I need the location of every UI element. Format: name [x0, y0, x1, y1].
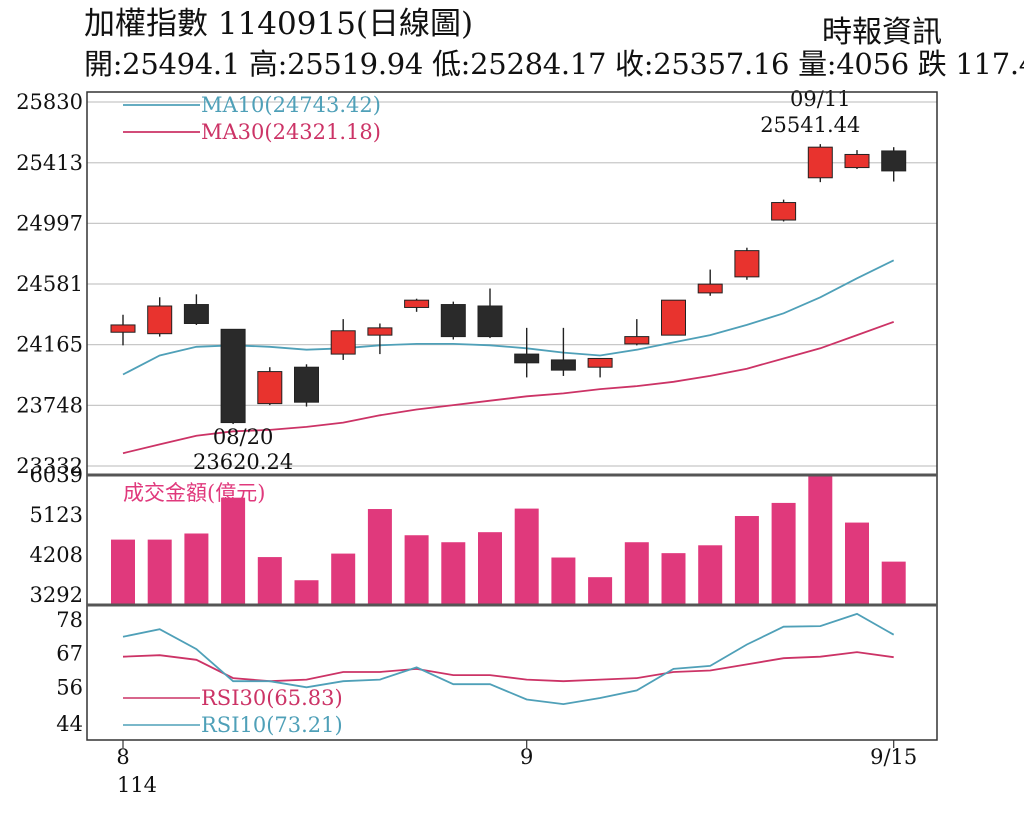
candle-body: [330, 330, 356, 355]
chart-header: 加權指數 1140915(日線圖) 時報資訊 開:25494.1 高:25519…: [0, 0, 1024, 88]
volume-bar: [404, 535, 429, 605]
rsi30-legend-label: RSI30(65.83): [201, 686, 343, 710]
price-tick-label: 24581: [16, 272, 83, 296]
volume-bar: [845, 522, 869, 605]
chart-title: 加權指數 1140915(日線圖): [84, 6, 474, 42]
x-tick-label: 9: [520, 745, 533, 769]
volume-bar: [441, 542, 466, 605]
candle-body: [440, 304, 466, 338]
high-annotation-date: 09/11: [790, 87, 851, 111]
volume-bar: [111, 539, 135, 605]
candle-body: [587, 357, 613, 368]
volume-bar: [808, 475, 833, 605]
candle-body: [807, 146, 833, 179]
candle-body: [881, 150, 907, 172]
low-annotation-date: 08/20: [213, 425, 274, 449]
volume-bar: [514, 508, 539, 605]
rsi-panel: RSI30(65.83) RSI10(73.21): [122, 612, 895, 737]
volume-bar: [624, 542, 649, 605]
candle-body: [220, 328, 246, 424]
candle-body: [697, 283, 723, 294]
ma30-legend-label: MA30(24321.18): [201, 120, 381, 144]
x-tick-label: 8: [116, 745, 129, 769]
low-annotation-value: 23620.24: [193, 450, 293, 474]
price-tick-label: 25413: [16, 151, 83, 175]
candle-body: [771, 202, 797, 221]
candle-body: [147, 305, 173, 335]
candle-body: [294, 366, 319, 403]
price-tick-label: 24165: [16, 333, 83, 357]
candle-body: [844, 153, 870, 169]
source-label: 時報資訊: [822, 15, 942, 50]
volume-bar: [698, 545, 723, 605]
x-year-label: 114: [117, 773, 157, 797]
price-tick-label: 23748: [16, 393, 83, 417]
candle-body: [661, 299, 686, 336]
rsi10-line: [122, 612, 895, 706]
volume-bar: [734, 516, 759, 605]
volume-bar: [588, 577, 613, 605]
price-tick-label: 23332: [16, 454, 83, 478]
price-tick-label: 25830: [16, 90, 83, 114]
candle-body: [110, 324, 136, 333]
rsi-tick-label: 67: [56, 642, 83, 666]
rsi-tick-label: 78: [56, 608, 83, 632]
candle-body: [404, 299, 430, 308]
x-tick-label: 9/15: [870, 745, 917, 769]
ma10-legend-label: MA10(24743.42): [201, 93, 381, 117]
volume-bar: [184, 533, 209, 605]
price-panel: MA10(24743.42) MA30(24321.18) 08/2023620.2…: [110, 87, 907, 474]
volume-bar: [551, 557, 576, 605]
volume-bar: [331, 553, 356, 605]
candle-body: [367, 327, 393, 336]
ma30-line: [122, 321, 895, 455]
volume-bar: [771, 502, 796, 605]
candle-body: [734, 250, 760, 278]
volume-bar: [367, 509, 392, 605]
candle-body: [183, 304, 209, 324]
rsi10-legend-label: RSI10(73.21): [201, 713, 343, 737]
candle-body: [624, 336, 650, 345]
volume-bar: [147, 539, 172, 605]
ohlc-summary: 開:25494.1 高:25519.94 低:25284.17 收:25357.…: [84, 47, 1024, 81]
volume-bar: [257, 557, 282, 605]
volume-bar: [661, 553, 686, 605]
volume-panel: 成交金額(億元): [111, 475, 906, 605]
volume-bar: [294, 580, 319, 605]
rsi30-line: [122, 651, 894, 683]
ma10-line: [122, 259, 895, 376]
volume-bar: [221, 497, 246, 605]
candle-body: [477, 305, 503, 338]
candle-body: [257, 371, 283, 405]
volume-label: 成交金額(億元): [123, 481, 265, 505]
price-tick-label: 24997: [16, 211, 83, 235]
volume-bar: [881, 561, 906, 605]
volume-bar: [478, 532, 502, 605]
volume-tick-label: 4208: [30, 543, 83, 567]
rsi-tick-label: 44: [56, 712, 83, 736]
rsi-tick-label: 56: [56, 675, 83, 699]
volume-tick-label: 3292: [30, 583, 83, 607]
volume-tick-label: 5123: [30, 503, 83, 527]
chart-frame: [86, 91, 938, 741]
candle-body: [550, 359, 576, 371]
volume-tick-label: 6039: [30, 463, 83, 487]
plot-border: [86, 91, 938, 741]
candle-body: [514, 353, 540, 364]
high-annotation-value: 25541.44: [760, 113, 860, 137]
